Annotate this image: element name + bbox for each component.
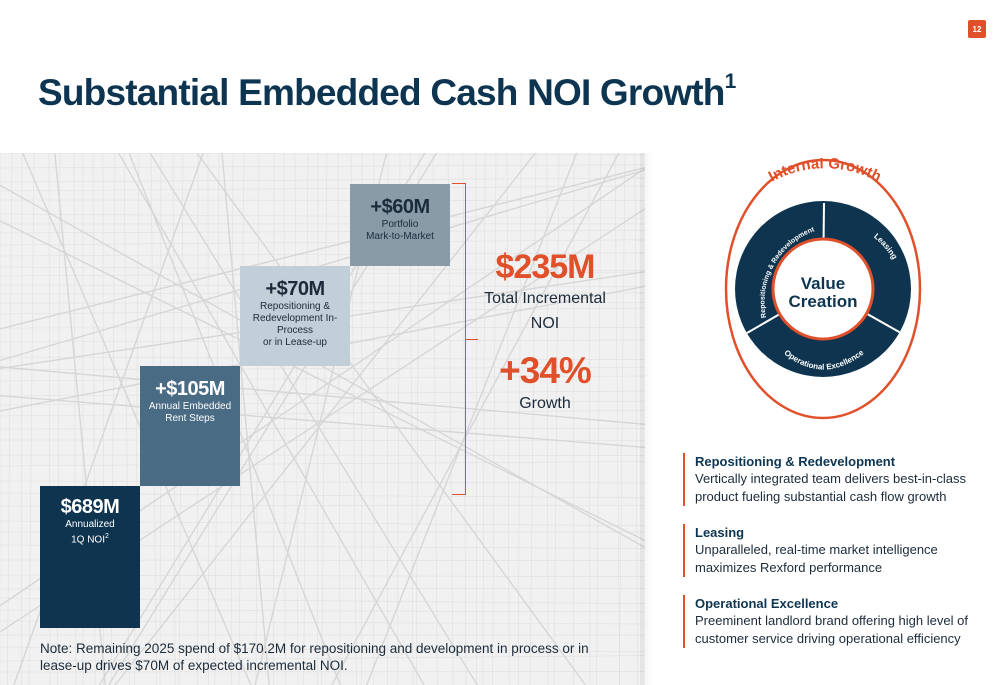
value-creation-wheel: Value Creation Internal Growth Repositio… <box>724 158 922 420</box>
bar-category-label-text: Redevelopment In-Process <box>252 313 338 336</box>
bar-category-label-line: or in Lease-up <box>240 337 350 349</box>
bar-value-label: $689M <box>60 496 120 518</box>
bar-category-label-line: Redevelopment In-Process <box>240 313 350 337</box>
bar-category-label-text: 1Q NOI <box>71 534 105 546</box>
waterfall-bar-3: +$60M Portfolio Mark-to-Market <box>350 184 450 266</box>
title-footnote-marker: 1 <box>724 69 737 93</box>
bar-label-footnote-marker: 2 <box>105 533 109 540</box>
center-label-line2: Creation <box>789 292 858 311</box>
bar-category-label-line: 1Q NOI2 <box>40 531 140 546</box>
bar-value-label: +$70M <box>265 278 325 300</box>
map-panel-shadow <box>640 153 654 685</box>
footnote-note: Note: Remaining 2025 spend of $170.2M fo… <box>40 641 589 673</box>
bar-category-label-text: Repositioning & <box>259 301 331 312</box>
feature-desc-line2: customer service driving operational eff… <box>695 631 961 646</box>
feature-heading: Leasing <box>695 525 745 540</box>
total-bracket-tick <box>466 339 478 340</box>
waterfall-bar-0: $689M Annualized 1Q NOI2 <box>40 486 140 628</box>
page-title-text: Substantial Embedded Cash NOI Growth <box>38 72 725 113</box>
feature-desc-line1: Vertically integrated team delivers best… <box>695 471 966 486</box>
feature-item-leasing: Leasing Unparalleled, real-time market i… <box>683 524 985 577</box>
bar-category-label-text: Annualized <box>65 519 115 530</box>
bar-category-label-line: Annualized <box>40 519 140 531</box>
center-label-line1: Value <box>801 274 845 293</box>
growth-percent-value: +34% <box>499 350 592 391</box>
feature-desc-line2: maximizes Rexford performance <box>695 560 883 575</box>
bar-category-label-line: Rent Steps <box>140 413 240 425</box>
bar-category-label-text: Annual Embedded <box>148 401 232 412</box>
feature-item-operational: Operational Excellence Preeminent landlo… <box>683 595 985 648</box>
growth-label: Growth <box>519 395 571 412</box>
feature-heading: Operational Excellence <box>695 596 839 611</box>
internal-growth-label: Internal Growth <box>766 158 884 185</box>
total-incremental-label-line2: NOI <box>530 315 560 332</box>
center-circle <box>771 237 875 341</box>
waterfall-bar-2: +$70M Repositioning & Redevelopment In-Pro… <box>240 266 350 366</box>
feature-desc-line1: Unparalleled, real-time market intellige… <box>695 542 938 557</box>
bar-category-label-line: Annual Embedded <box>140 401 240 413</box>
feature-heading: Repositioning & Redevelopment <box>695 454 896 469</box>
feature-item-repositioning: Repositioning & Redevelopment Vertically… <box>683 453 985 506</box>
total-incremental-label-line1: Total Incremental <box>484 290 606 307</box>
bar-category-label-text: Mark-to-Market <box>366 231 434 242</box>
page-number-badge: 12 <box>968 20 986 38</box>
total-incremental-value: $235M <box>495 248 596 286</box>
feature-desc-line2: product fueling substantial cash flow gr… <box>695 489 947 504</box>
total-bracket <box>452 183 466 495</box>
feature-desc-line1: Preeminent landlord brand offering high … <box>695 613 968 628</box>
bar-category-label-line: Repositioning & <box>240 301 350 313</box>
page-title: Substantial Embedded Cash NOI Growth1 <box>38 69 737 114</box>
bar-category-label-text: Portfolio <box>381 219 419 230</box>
bar-value-label: +$60M <box>370 196 430 218</box>
bar-category-label-line: Portfolio <box>350 219 450 231</box>
bar-category-label-text: Rent Steps <box>165 413 215 424</box>
bar-value-label: +$105M <box>155 378 225 400</box>
bar-category-label-text: or in Lease-up <box>263 337 327 348</box>
waterfall-bar-1: +$105M Annual Embedded Rent Steps <box>140 366 240 486</box>
bar-category-label-line: Mark-to-Market <box>350 231 450 243</box>
outer-ring <box>724 158 922 420</box>
